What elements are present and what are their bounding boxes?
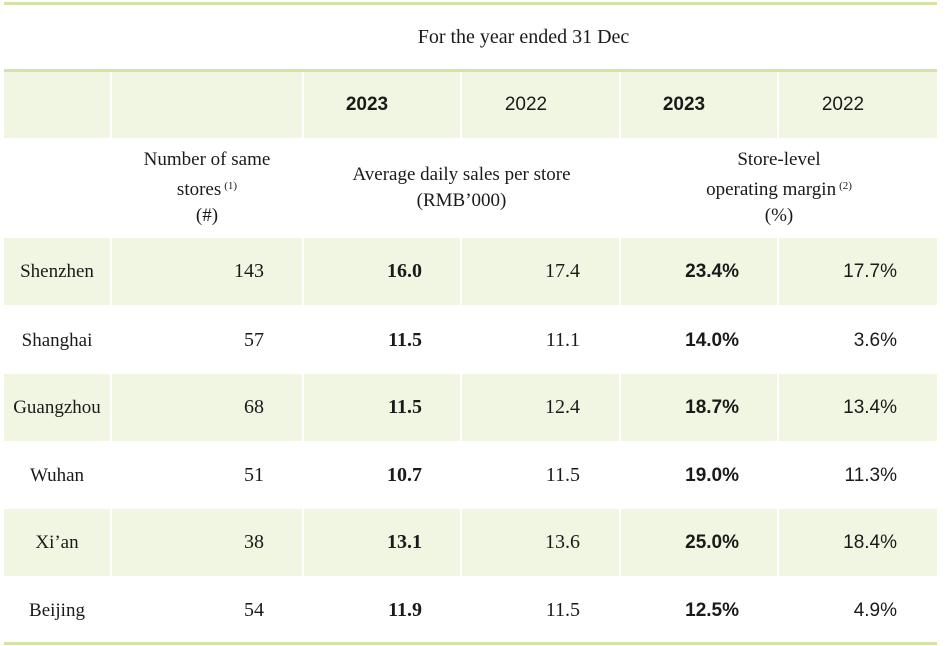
sales-unit: (RMB’000) xyxy=(416,190,507,211)
margin-2023-value: 19.0% xyxy=(685,464,739,486)
sales-2022-value: 17.4 xyxy=(545,260,580,282)
margin-2022-value: 11.3% xyxy=(844,464,897,486)
margin-column-header: Store-level operating margin (2) (%) xyxy=(621,138,937,238)
year-2022-margin: 2022 xyxy=(821,94,865,115)
col-sep xyxy=(302,509,304,576)
year-header-band xyxy=(4,72,937,138)
sales-2023-value: 11.5 xyxy=(388,329,422,351)
sales-2023-value: 13.1 xyxy=(387,531,422,553)
stores-footnote-marker: (1) xyxy=(224,180,238,192)
sales-2022-value: 12.4 xyxy=(545,396,580,418)
sales-column-header: Average daily sales per store (RMB’000) xyxy=(304,138,619,238)
stores-label-line2: stores xyxy=(176,179,222,200)
row-band xyxy=(4,509,937,576)
margin-2023-value: 23.4% xyxy=(685,260,739,282)
margin-2023-value: 18.7% xyxy=(685,396,739,418)
margin-label-line2: operating margin xyxy=(706,179,837,200)
sales-2022-value: 11.5 xyxy=(545,464,580,486)
city-name: Wuhan xyxy=(29,464,85,486)
year-2022-sales: 2022 xyxy=(504,94,548,115)
stores-value: 51 xyxy=(244,464,264,486)
sales-2022-value: 11.5 xyxy=(545,599,580,621)
stores-label-line2-wrap: stores (1) xyxy=(177,173,237,203)
margin-2022-value: 13.4% xyxy=(843,396,897,418)
stores-value: 143 xyxy=(234,260,264,282)
city-name: Shanghai xyxy=(21,329,93,351)
margin-label-line1: Store-level xyxy=(737,149,821,170)
period-heading: For the year ended 31 Dec xyxy=(417,25,630,48)
col-sep xyxy=(619,238,621,305)
sales-2023-value: 10.7 xyxy=(387,464,422,486)
city-name: Xi’an xyxy=(35,531,79,553)
margin-label-line2-wrap: operating margin (2) xyxy=(706,173,852,203)
col-sep xyxy=(460,72,462,138)
sales-2022-value: 13.6 xyxy=(545,531,580,553)
city-name: Shenzhen xyxy=(20,260,94,282)
sales-2023-value: 16.0 xyxy=(387,260,422,282)
col-sep xyxy=(110,238,112,305)
col-sep xyxy=(777,509,779,576)
sales-2022-value: 11.1 xyxy=(545,329,580,351)
header-rule xyxy=(4,69,937,72)
sales-label: Average daily sales per store xyxy=(352,164,571,185)
margin-2023-value: 12.5% xyxy=(685,599,739,621)
margin-2022-value: 4.9% xyxy=(853,599,897,621)
stores-value: 68 xyxy=(244,396,264,418)
col-sep xyxy=(777,72,779,138)
col-sep xyxy=(460,509,462,576)
stores-value: 38 xyxy=(244,531,264,553)
margin-2023-value: 25.0% xyxy=(685,531,739,553)
stores-column-header: Number of same stores (1) (#) xyxy=(110,138,304,238)
stores-unit: (#) xyxy=(195,205,219,226)
col-sep xyxy=(460,238,462,305)
col-sep xyxy=(110,72,112,138)
col-sep xyxy=(302,238,304,305)
year-2023-sales: 2023 xyxy=(345,94,389,115)
bottom-rule xyxy=(4,642,937,645)
col-sep xyxy=(110,509,112,576)
sales-2023-value: 11.5 xyxy=(388,396,422,418)
margin-footnote-marker: (2) xyxy=(839,180,852,192)
stores-value: 54 xyxy=(244,599,264,621)
col-sep xyxy=(619,72,621,138)
stores-value: 57 xyxy=(244,329,264,351)
col-sep xyxy=(777,374,779,441)
margin-unit: (%) xyxy=(764,205,794,226)
col-sep xyxy=(302,72,304,138)
city-name: Beijing xyxy=(29,599,85,621)
top-rule xyxy=(4,2,937,5)
row-band xyxy=(4,374,937,441)
year-2023-margin: 2023 xyxy=(662,94,706,115)
margin-2023-value: 14.0% xyxy=(685,329,739,351)
sales-2023-value: 11.9 xyxy=(388,599,422,621)
row-band xyxy=(4,238,937,305)
city-name: Guangzhou xyxy=(13,396,101,418)
col-sep xyxy=(302,374,304,441)
stores-label-line1: Number of same xyxy=(143,149,271,170)
margin-2022-value: 3.6% xyxy=(853,329,897,351)
margin-2022-value: 17.7% xyxy=(843,260,897,282)
col-sep xyxy=(777,238,779,305)
col-sep xyxy=(619,374,621,441)
margin-2022-value: 18.4% xyxy=(843,531,897,553)
col-sep xyxy=(460,374,462,441)
col-sep xyxy=(619,509,621,576)
col-sep xyxy=(110,374,112,441)
